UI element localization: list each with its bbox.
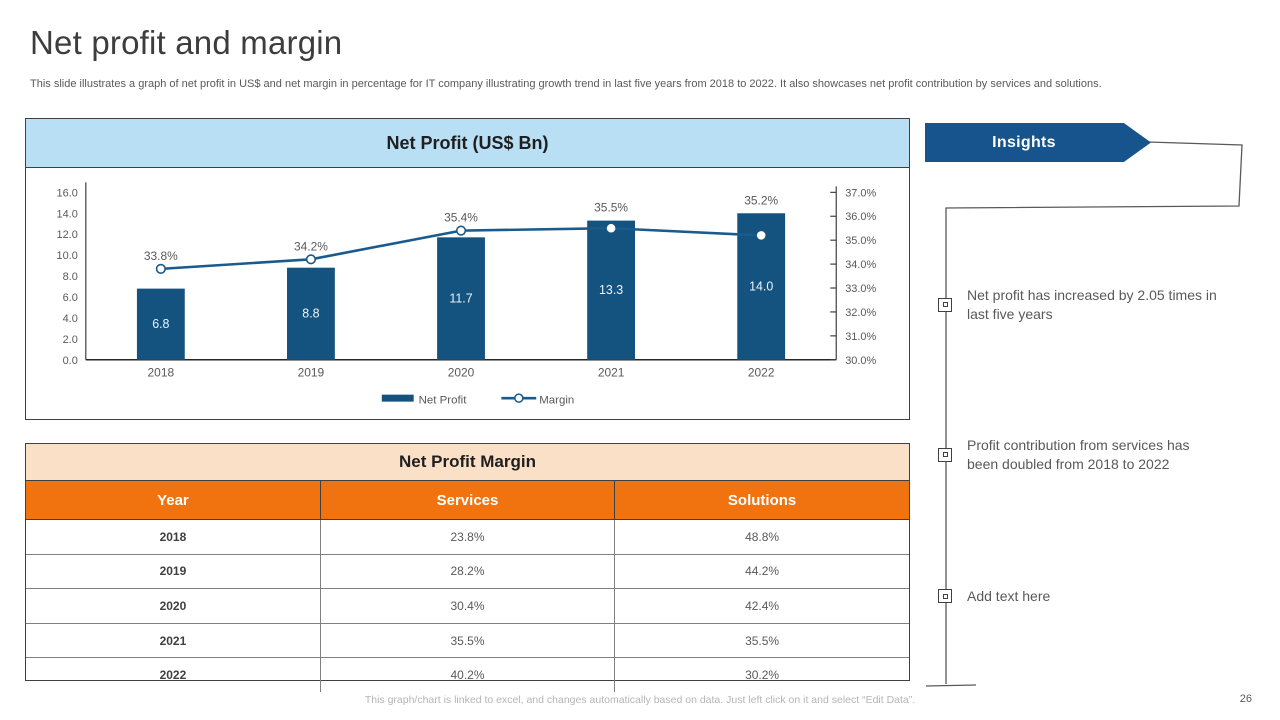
chart-panel-title: Net Profit (US$ Bn) bbox=[26, 119, 909, 168]
combo-chart[interactable]: 0.0 2.0 4.0 6.0 8.0 10.0 12.0 14.0 16.0 30.0% 31.0… bbox=[26, 168, 908, 419]
y-axis-label-right: 36.0% bbox=[845, 211, 876, 223]
column-header-services: Services bbox=[319, 481, 615, 520]
table-body: 2018 23.8% 48.8% 2019 28.2% 44.2% 2020 30.4% 42.… bbox=[26, 519, 909, 692]
net-profit-chart[interactable]: 0.0 2.0 4.0 6.0 8.0 10.0 12.0 14.0 16.0 30.0% 31.0… bbox=[26, 168, 909, 419]
bar-2020[interactable] bbox=[437, 237, 485, 360]
margin-value-label: 34.2% bbox=[294, 239, 328, 253]
year-cell: 2021 bbox=[26, 622, 321, 658]
margin-value-label: 35.2% bbox=[744, 193, 778, 207]
value-cell: 30.2% bbox=[614, 657, 909, 692]
legend-swatch-net-profit bbox=[381, 394, 414, 402]
square-bullet-icon bbox=[938, 297, 952, 312]
legend-label-net-profit: Net Profit bbox=[419, 395, 468, 407]
margin-value-label: 33.8% bbox=[144, 249, 178, 263]
table-header-row: Year Services Solutions bbox=[26, 481, 909, 520]
table-row: 2020 30.4% 42.4% bbox=[26, 588, 909, 624]
x-axis-label: 2021 bbox=[598, 366, 625, 380]
square-bullet-icon bbox=[938, 589, 952, 604]
y-axis-label-right: 34.0% bbox=[845, 259, 876, 271]
x-axis-label: 2022 bbox=[748, 366, 775, 380]
y-axis-label-left: 6.0 bbox=[63, 292, 78, 304]
slide-subtitle: This slide illustrates a graph of net pr… bbox=[30, 78, 1102, 90]
y-axis-label-right: 30.0% bbox=[845, 355, 876, 367]
column-header-solutions: Solutions bbox=[614, 481, 909, 520]
margin-marker bbox=[606, 223, 616, 233]
net-profit-margin-table: Year Services Solutions 2018 23.8% 48.8% 2019… bbox=[26, 481, 909, 692]
page-number: 26 bbox=[1239, 693, 1252, 705]
table-row: 2019 28.2% 44.2% bbox=[26, 553, 909, 589]
net-profit-chart-panel: Net Profit (US$ Bn) 0.0 2.0 4.0 6.0 8.0 10.0 1… bbox=[25, 118, 910, 420]
insights-banner: Insights bbox=[925, 123, 1151, 162]
y-axis-label-left: 12.0 bbox=[56, 229, 77, 241]
margin-marker bbox=[756, 231, 766, 240]
insights-banner-label: Insights bbox=[992, 133, 1056, 151]
column-header-year: Year bbox=[26, 481, 321, 520]
x-axis-label: 2018 bbox=[148, 366, 175, 380]
y-axis-label-left: 0.0 bbox=[63, 355, 78, 367]
table-header: Year Services Solutions bbox=[26, 481, 909, 520]
insight-text[interactable]: Add text here bbox=[967, 588, 1051, 604]
table-row: 2018 23.8% 48.8% bbox=[26, 519, 909, 555]
bar-2018[interactable] bbox=[136, 288, 185, 360]
x-axis-label: 2020 bbox=[448, 366, 475, 380]
y-axis-label-right: 32.0% bbox=[845, 307, 876, 319]
table-row: 2022 40.2% 30.2% bbox=[26, 657, 909, 692]
bar-value-label: 14.0 bbox=[749, 280, 773, 294]
value-cell: 23.8% bbox=[319, 519, 615, 555]
square-bullet-icon bbox=[938, 447, 952, 462]
y-axis-label-left: 10.0 bbox=[56, 250, 77, 262]
year-cell: 2018 bbox=[159, 529, 187, 544]
page-title: Net profit and margin bbox=[30, 24, 343, 61]
margin-marker bbox=[155, 263, 166, 274]
legend-marker-margin bbox=[514, 393, 524, 403]
y-axis-label-left: 8.0 bbox=[63, 271, 78, 283]
table-row: 2021 35.5% 35.5% bbox=[26, 622, 909, 658]
value-cell: 42.4% bbox=[614, 588, 909, 624]
margin-marker bbox=[455, 225, 467, 236]
margin-value-label: 35.5% bbox=[594, 201, 628, 215]
y-axis-label-left: 4.0 bbox=[63, 313, 78, 325]
insight-text: Net profit has increased by 2.05 times i… bbox=[967, 287, 1217, 322]
bar-2019[interactable] bbox=[287, 267, 335, 360]
bar-value-label: 11.7 bbox=[449, 292, 472, 306]
insight-text: Profit contribution from services has be… bbox=[967, 437, 1190, 472]
value-cell: 28.2% bbox=[319, 553, 615, 589]
slide-footnote: This graph/chart is linked to excel, and… bbox=[364, 694, 916, 706]
y-axis-label-left: 16.0 bbox=[56, 187, 77, 199]
y-axis-label-left: 14.0 bbox=[56, 208, 77, 220]
value-cell: 35.5% bbox=[319, 622, 615, 658]
legend-label-margin: Margin bbox=[539, 395, 574, 407]
y-axis-label-right: 33.0% bbox=[845, 283, 876, 295]
year-cell: 2022 bbox=[26, 657, 321, 692]
margin-marker bbox=[305, 254, 317, 265]
value-cell: 48.8% bbox=[614, 519, 909, 555]
y-axis-label-right: 31.0% bbox=[845, 331, 876, 343]
year-cell: 2019 bbox=[26, 553, 321, 589]
bar-value-label: 13.3 bbox=[599, 283, 623, 297]
value-cell: 35.5% bbox=[614, 622, 909, 658]
y-axis-label-left: 2.0 bbox=[63, 334, 78, 346]
insight-item-1: Net profit has increased by 2.05 times i… bbox=[938, 286, 1228, 324]
insight-item-2: Profit contribution from services has be… bbox=[938, 436, 1228, 474]
bar-2021[interactable] bbox=[587, 220, 636, 360]
value-cell: 44.2% bbox=[614, 553, 909, 589]
bar-value-label: 6.8 bbox=[152, 317, 169, 331]
margin-value-label: 35.4% bbox=[444, 211, 478, 225]
x-axis-label: 2019 bbox=[298, 366, 325, 380]
value-cell: 30.4% bbox=[319, 588, 615, 624]
net-profit-margin-panel: Net Profit Margin Year Services Solutions … bbox=[25, 443, 910, 692]
y-axis-label-right: 35.0% bbox=[845, 235, 876, 247]
table-title: Net Profit Margin bbox=[26, 444, 909, 481]
insight-item-3: Add text here bbox=[938, 587, 1228, 606]
value-cell: 40.2% bbox=[319, 657, 615, 692]
year-cell: 2020 bbox=[26, 588, 321, 624]
y-axis-label-right: 37.0% bbox=[845, 187, 876, 199]
bar-value-label: 8.8 bbox=[302, 307, 319, 321]
